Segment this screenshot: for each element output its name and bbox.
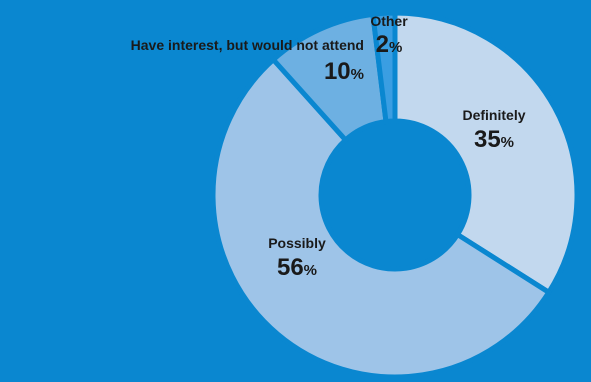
label-other: Other 2% [370, 13, 408, 58]
label-definitely: Definitely 35% [462, 107, 526, 153]
slice-definitely [392, 10, 580, 296]
slice-possibly [210, 56, 553, 380]
label-possibly: Possibly 56% [268, 235, 326, 281]
label-have-interest: Have interest, but would not attend 10% [130, 37, 364, 85]
slice-other [370, 10, 398, 125]
